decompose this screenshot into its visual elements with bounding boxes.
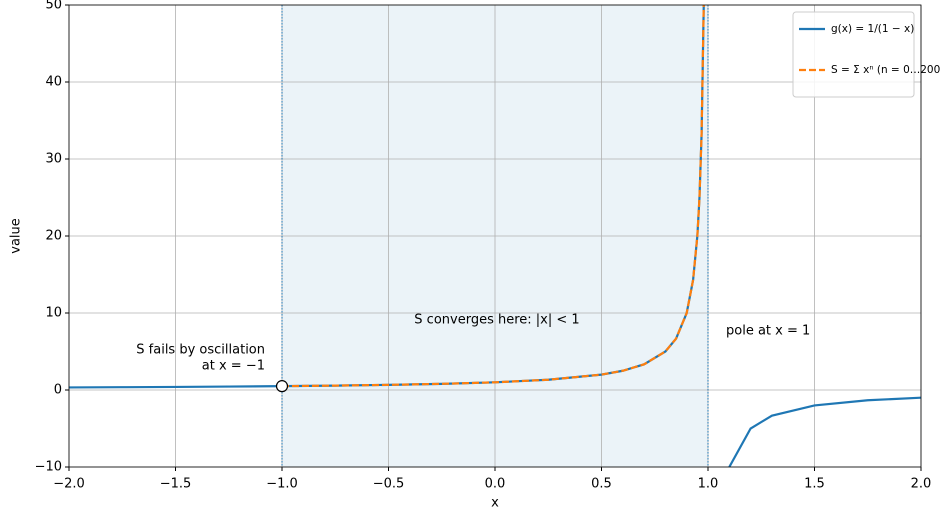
y-tick-label: −10 bbox=[35, 460, 62, 475]
x-axis-label: x bbox=[491, 496, 499, 511]
x-tick-label: 2.0 bbox=[911, 477, 932, 492]
plot-frame bbox=[68, 4, 922, 468]
x-tick-label: 1.0 bbox=[698, 477, 719, 492]
x-tick-label: 0.5 bbox=[591, 477, 612, 492]
endpoint-marker bbox=[275, 380, 289, 393]
legend-label: S = Σ xⁿ (n = 0…200) bbox=[831, 64, 941, 76]
y-tick-label: 40 bbox=[45, 75, 62, 90]
annotation: at x = −1 bbox=[202, 359, 265, 374]
y-tick-label: 30 bbox=[45, 152, 62, 167]
legend-label: g(x) = 1/(1 − x) bbox=[831, 23, 914, 35]
legend-box bbox=[792, 11, 915, 98]
y-tick-label: 20 bbox=[45, 229, 62, 244]
x-tick-label: −1.0 bbox=[266, 477, 298, 492]
x-tick-label: −1.5 bbox=[160, 477, 192, 492]
annotation: S fails by oscillation bbox=[136, 343, 265, 358]
x-tick-label: 1.5 bbox=[804, 477, 825, 492]
annotation: S converges here: |x| < 1 bbox=[414, 313, 579, 328]
y-axis-label: value bbox=[9, 218, 24, 254]
annotation: pole at x = 1 bbox=[726, 324, 810, 339]
y-tick-label: 10 bbox=[45, 306, 62, 321]
x-tick-label: 0.0 bbox=[485, 477, 506, 492]
x-tick-label: −2.0 bbox=[53, 477, 85, 492]
y-tick-label: 0 bbox=[54, 383, 62, 398]
plot-lines bbox=[69, 5, 921, 467]
series-line bbox=[281, 5, 705, 388]
y-tick-label: 50 bbox=[45, 0, 62, 13]
x-tick-label: −0.5 bbox=[373, 477, 405, 492]
